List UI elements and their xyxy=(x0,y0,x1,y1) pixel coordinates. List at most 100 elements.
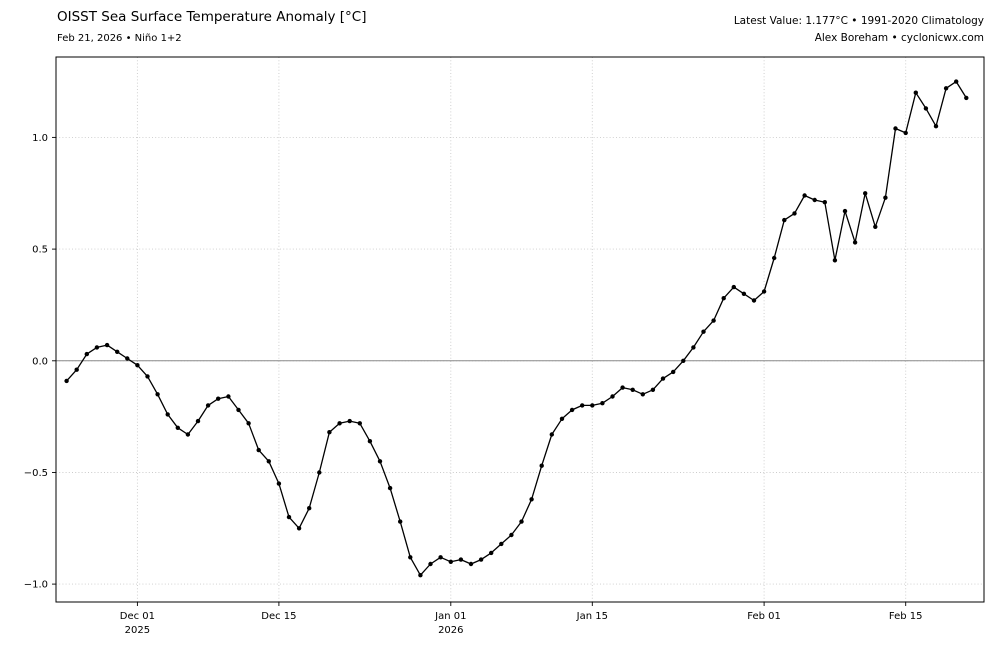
data-point xyxy=(691,345,696,350)
data-point xyxy=(863,191,868,196)
data-point xyxy=(741,291,747,296)
data-point xyxy=(761,289,767,294)
data-point xyxy=(337,421,342,426)
data-point xyxy=(115,349,120,354)
data-point xyxy=(509,532,514,538)
data-point xyxy=(165,412,170,417)
data-point xyxy=(681,358,686,363)
data-point xyxy=(74,367,79,372)
data-point xyxy=(529,497,534,502)
data-point xyxy=(408,555,413,560)
data-point xyxy=(610,394,615,399)
data-point xyxy=(347,418,352,424)
data-point xyxy=(286,514,292,520)
data-point xyxy=(438,555,443,560)
data-point xyxy=(155,392,160,397)
data-point xyxy=(226,394,231,399)
latest-value-text: Latest Value: 1.177°C • 1991-2020 Climat… xyxy=(733,15,984,27)
data-point xyxy=(954,79,959,84)
data-point xyxy=(125,356,130,361)
data-point xyxy=(246,421,251,426)
data-point xyxy=(104,342,110,348)
data-point xyxy=(84,351,90,357)
data-point xyxy=(276,481,282,486)
data-point xyxy=(367,439,373,444)
data-point xyxy=(600,401,605,406)
data-point xyxy=(256,447,261,453)
data-point xyxy=(873,224,878,229)
credit-text: Alex Boreham • cyclonicwx.com xyxy=(814,32,984,44)
chart-subtitle: Feb 21, 2026 • Niño 1+2 xyxy=(57,33,182,44)
data-point xyxy=(418,573,423,578)
data-point xyxy=(893,126,898,131)
data-point xyxy=(145,374,150,379)
data-point xyxy=(205,403,211,408)
data-point xyxy=(620,385,625,390)
data-point xyxy=(195,418,201,424)
data-point xyxy=(519,519,524,524)
data-point xyxy=(630,387,635,392)
data-point xyxy=(216,396,221,401)
data-point xyxy=(590,403,595,408)
ssta-line xyxy=(66,80,967,576)
page-title: OISST Sea Surface Temperature Anomaly [°… xyxy=(57,9,367,25)
y-tick-label: 0.5 xyxy=(32,245,48,256)
data-point xyxy=(307,506,312,511)
data-point xyxy=(236,407,241,413)
data-point xyxy=(671,369,676,375)
x-tick-label: Dec 15 xyxy=(261,611,296,622)
data-point xyxy=(428,561,433,567)
data-point xyxy=(327,430,332,435)
data-point xyxy=(842,208,848,214)
data-point xyxy=(135,363,140,368)
data-point xyxy=(812,197,817,203)
x-tick-label: Dec 01 xyxy=(120,611,155,622)
data-point xyxy=(751,298,757,303)
data-point xyxy=(964,95,969,101)
y-tick-label: −0.5 xyxy=(24,468,48,479)
data-point xyxy=(883,195,888,200)
data-point xyxy=(448,559,453,564)
x-tick-label: Feb 01 xyxy=(747,611,781,622)
data-point xyxy=(468,561,474,567)
data-point xyxy=(489,550,494,556)
data-point xyxy=(398,519,403,524)
data-point xyxy=(458,557,464,562)
data-point xyxy=(660,376,666,381)
data-point xyxy=(701,329,706,334)
header-right-block: Latest Value: 1.177°C • 1991-2020 Climat… xyxy=(734,13,984,47)
data-point xyxy=(832,258,838,263)
data-point xyxy=(933,124,939,129)
x-tick-label: Jan 15 xyxy=(576,611,608,622)
data-point xyxy=(175,425,180,430)
data-point xyxy=(478,557,484,562)
data-point xyxy=(822,200,827,205)
data-point xyxy=(64,378,69,384)
data-point xyxy=(539,463,544,468)
data-point xyxy=(569,407,575,413)
data-point xyxy=(357,421,362,426)
data-point xyxy=(580,403,585,408)
y-tick-label: 1.0 xyxy=(32,133,48,144)
data-point xyxy=(317,470,322,475)
data-point xyxy=(559,416,565,421)
data-point xyxy=(711,318,716,323)
data-point xyxy=(923,106,929,111)
data-point xyxy=(772,255,777,261)
y-tick-label: 0.0 xyxy=(32,356,48,367)
data-point xyxy=(802,193,807,198)
y-tick-label: −1.0 xyxy=(24,580,48,591)
x-tick-sublabel: 2026 xyxy=(438,625,463,636)
data-point xyxy=(913,90,918,95)
data-point xyxy=(852,240,858,245)
data-point xyxy=(721,296,726,301)
x-tick-sublabel: 2025 xyxy=(125,625,150,636)
data-point xyxy=(387,485,393,491)
data-point xyxy=(266,459,271,464)
data-point xyxy=(782,217,787,223)
data-point xyxy=(903,130,908,136)
data-point xyxy=(792,211,797,216)
x-tick-label: Feb 15 xyxy=(889,611,923,622)
data-point xyxy=(185,432,191,437)
